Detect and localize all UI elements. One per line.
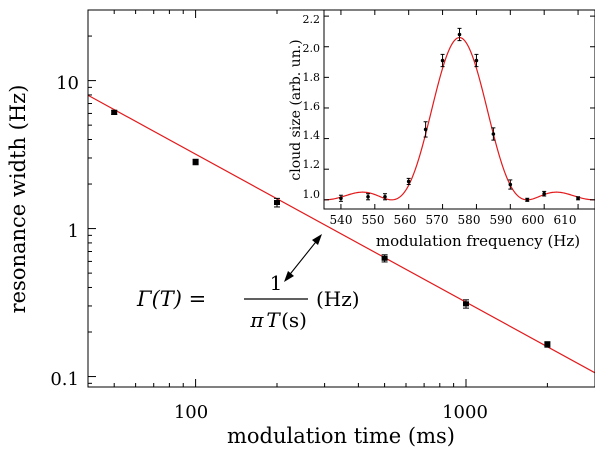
inset-data-point (366, 194, 370, 199)
inset-background (324, 10, 595, 209)
inset-data-point (383, 194, 387, 199)
inset-x-axis-label: modulation frequency (Hz) (376, 232, 580, 250)
inset-data-point (440, 58, 445, 63)
formula-unit: (Hz) (316, 287, 360, 311)
inset-ytick-label-1.6: 1.6 (303, 100, 321, 113)
inset-data-point (339, 196, 343, 201)
inset-xtick-label-590: 590 (490, 213, 513, 227)
main-data-point (462, 301, 469, 307)
main-y-axis-label: resonance width (Hz) (6, 85, 30, 314)
formula-denominator-T: T (266, 308, 281, 332)
inset-ytick-label-1.4: 1.4 (303, 129, 321, 142)
inset-data-point (542, 191, 546, 196)
inset-xtick-label-580: 580 (458, 213, 481, 227)
inset-ytick-labels: 1.0 1.2 1.4 1.6 1.8 2.0 2.2 (303, 13, 321, 201)
double-headed-arrow (284, 234, 322, 282)
formula-numerator: 1 (270, 271, 283, 295)
inset-ticks-layer (324, 10, 595, 209)
arrow-shaft (286, 237, 320, 279)
inset-xtick-label-540: 540 (330, 213, 353, 227)
inset-xtick-labels: 540 550 560 570 580 590 600 610 (330, 213, 577, 227)
inset-plot-panel: 540 550 560 570 580 590 600 610 1.0 1.2 … (288, 9, 595, 250)
inset-ytick-label-2.2: 2.2 (303, 13, 321, 26)
formula-denominator-pi: π (249, 308, 264, 332)
inset-data-point (423, 127, 428, 132)
main-fit-line (87, 94, 595, 374)
main-data-point (544, 341, 551, 347)
inset-data-point (406, 179, 411, 184)
fit-formula-annotation: Γ(T) = 1 π T (s) (Hz) (136, 271, 360, 332)
main-data-point (111, 109, 118, 115)
main-xtick-label-1000: 1000 (442, 402, 488, 423)
inset-plot-frame (323, 9, 595, 210)
inset-xtick-label-560: 560 (394, 213, 417, 227)
inset-xtick-label-610: 610 (554, 213, 577, 227)
inset-ytick-label-2.0: 2.0 (303, 42, 321, 55)
inset-data-point (474, 58, 479, 63)
main-ytick-label-10: 10 (56, 73, 79, 94)
inset-data-point (576, 196, 580, 201)
arrow-head-bottom (284, 271, 294, 282)
main-data-point (273, 200, 280, 206)
main-ytick-label-0.1: 0.1 (50, 369, 79, 390)
inset-data-point (525, 198, 530, 202)
formula-lhs: Γ(T) = (136, 287, 206, 311)
inset-y-axis-label: cloud size (arb. un.) (288, 39, 304, 180)
main-fit-line-layer (87, 94, 595, 374)
inset-data-point (491, 132, 496, 136)
inset-ytick-label-1.2: 1.2 (303, 158, 321, 171)
main-ytick-label-1: 1 (68, 221, 79, 242)
inset-xtick-label-550: 550 (362, 213, 385, 227)
inset-xtick-label-570: 570 (426, 213, 449, 227)
formula-denominator-unit: (s) (281, 308, 307, 332)
inset-data-point (457, 32, 462, 37)
main-data-points-layer (111, 109, 551, 348)
main-x-axis-label: modulation time (ms) (227, 424, 455, 448)
main-data-point (381, 255, 388, 261)
inset-xtick-label-600: 600 (522, 213, 545, 227)
inset-data-points-layer (338, 27, 581, 202)
main-plot-panel: 100 1000 0.1 1 10 modulation time (ms) r… (6, 9, 595, 448)
main-data-point (192, 159, 199, 165)
arrow-head-top (312, 234, 322, 245)
inset-data-point (508, 182, 513, 187)
inset-ytick-label-1.8: 1.8 (303, 71, 321, 84)
main-xtick-label-100: 100 (174, 402, 208, 423)
inset-ytick-label-1.0: 1.0 (303, 188, 321, 201)
